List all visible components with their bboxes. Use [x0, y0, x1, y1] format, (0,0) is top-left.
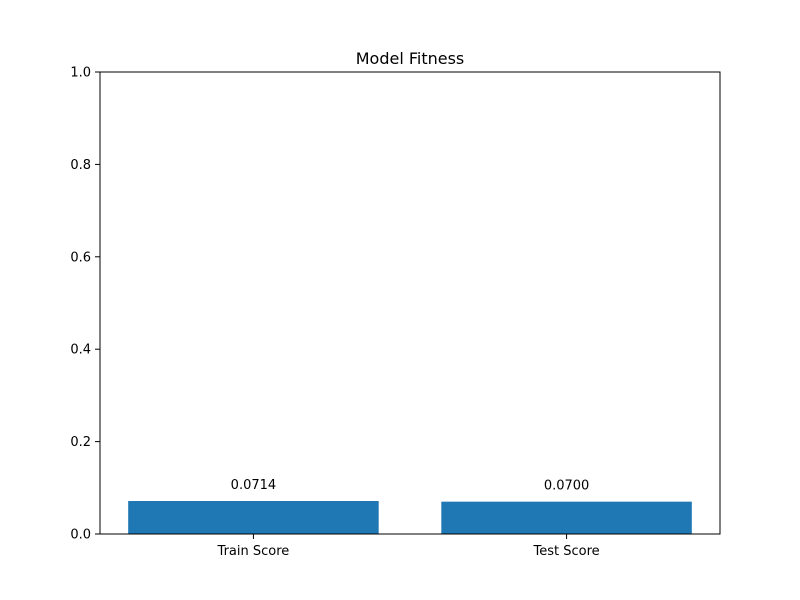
bar — [128, 501, 379, 534]
data-labels: 0.0714 0.0700 — [231, 478, 590, 494]
plot-frame — [99, 71, 721, 535]
x-tick-label: Test Score — [532, 544, 599, 559]
y-tick-label: 1.0 — [70, 66, 91, 81]
x-tick-label: Train Score — [217, 544, 290, 559]
bar-value-label: 0.0714 — [231, 478, 277, 493]
y-tick-label: 0.8 — [70, 158, 91, 173]
y-tick-label: 0.4 — [70, 343, 91, 358]
x-axis: Train Score Test Score — [217, 534, 600, 559]
bar-series — [128, 501, 692, 534]
y-tick-label: 0.6 — [70, 250, 91, 265]
y-axis: 0.0 0.2 0.4 0.6 0.8 1.0 — [70, 66, 100, 543]
bar — [441, 501, 692, 534]
y-tick-label: 0.0 — [70, 528, 91, 543]
bar-value-label: 0.0700 — [544, 479, 590, 494]
y-tick-label: 0.2 — [70, 435, 91, 450]
chart-title: Model Fitness — [356, 49, 465, 68]
